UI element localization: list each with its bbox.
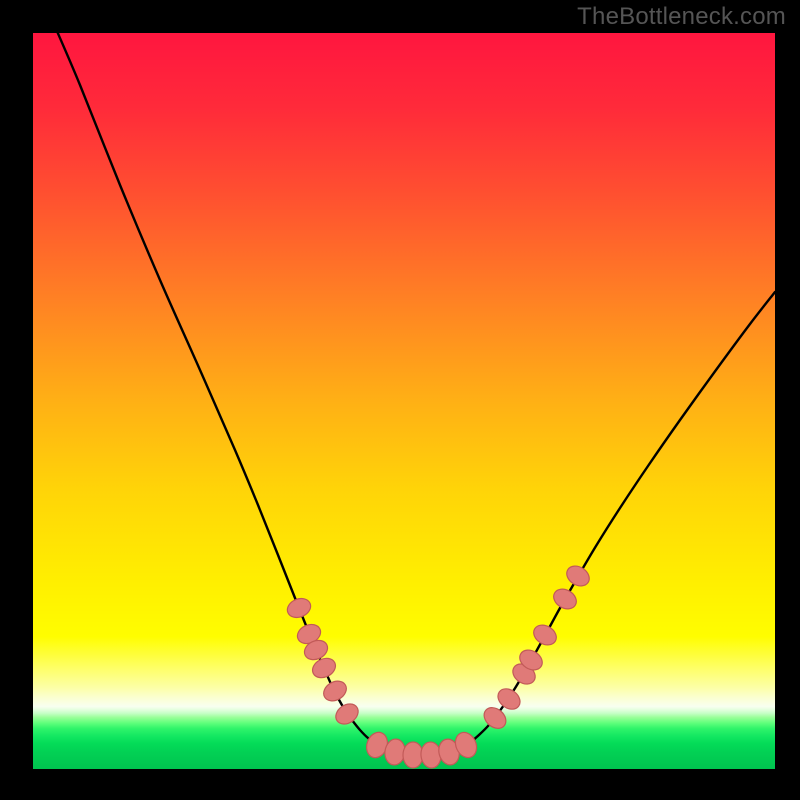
watermark-text: TheBottleneck.com	[577, 3, 786, 31]
gradient-panel	[33, 33, 775, 769]
chart-stage: TheBottleneck.com	[0, 0, 800, 800]
chart-svg	[0, 0, 800, 800]
bead	[403, 742, 423, 768]
